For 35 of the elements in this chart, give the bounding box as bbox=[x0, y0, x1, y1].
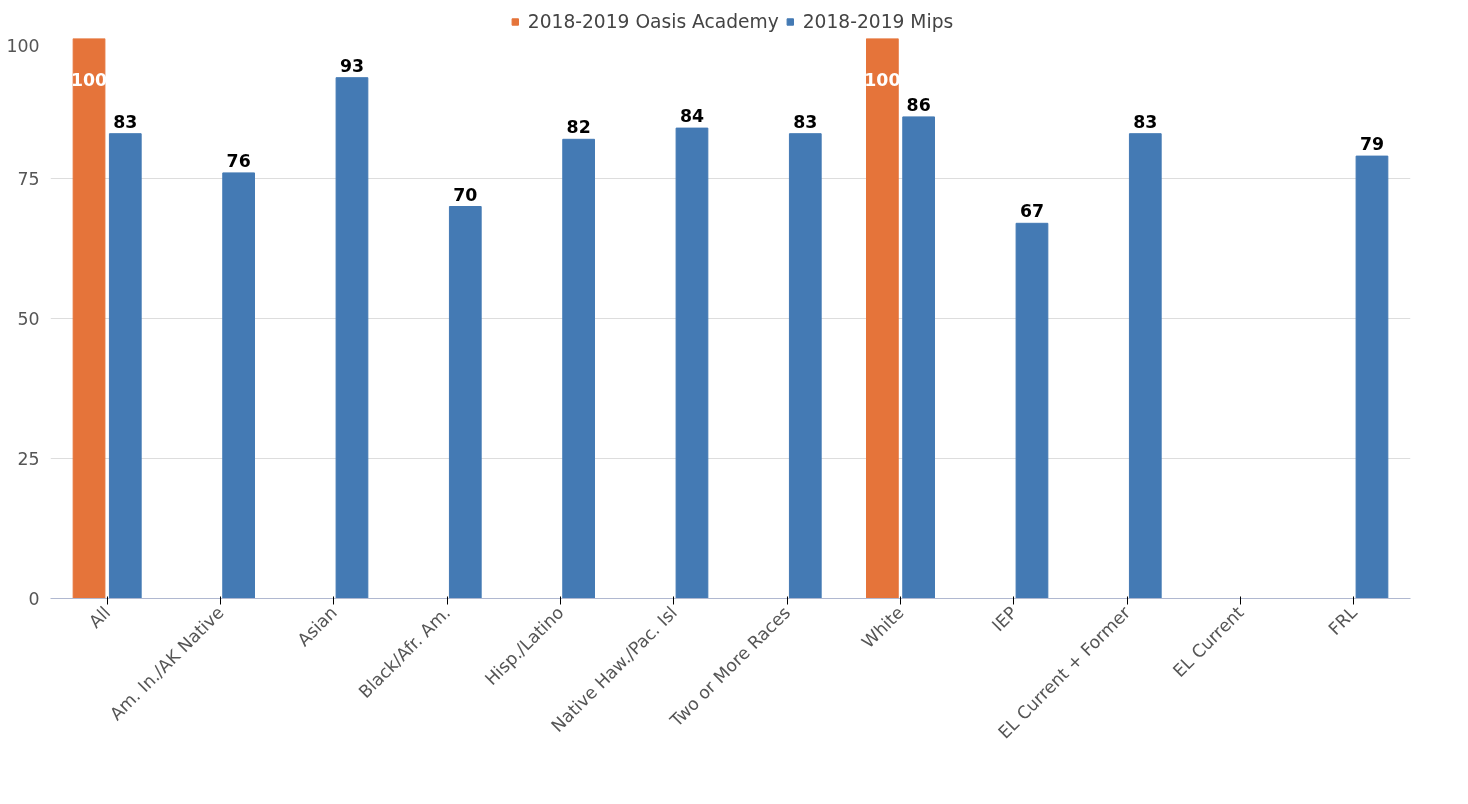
data-label: 79 bbox=[1359, 134, 1385, 155]
data-label: 70 bbox=[453, 184, 478, 205]
bar bbox=[866, 38, 899, 599]
x-tick-label: FRL bbox=[1324, 602, 1362, 639]
data-label: 83 bbox=[793, 111, 818, 132]
bar bbox=[562, 138, 595, 599]
data-label: 83 bbox=[1133, 111, 1158, 132]
bar bbox=[788, 133, 822, 599]
bar bbox=[902, 116, 935, 599]
y-tick-label: 50 bbox=[17, 309, 40, 329]
y-tick-label: 25 bbox=[17, 449, 40, 469]
bar bbox=[222, 172, 255, 599]
bar bbox=[1355, 155, 1389, 599]
data-label: 84 bbox=[679, 106, 705, 127]
y-tick-label: 0 bbox=[28, 589, 40, 609]
y-tick-label: 75 bbox=[17, 169, 40, 189]
legend-label: 2018-2019 Oasis Academy bbox=[527, 10, 779, 32]
bar bbox=[1015, 222, 1049, 599]
bar bbox=[335, 77, 369, 599]
data-label: 67 bbox=[1019, 201, 1045, 222]
data-label: 83 bbox=[113, 111, 138, 132]
x-tick-label: All bbox=[84, 602, 115, 632]
bar bbox=[675, 127, 709, 599]
data-label: 93 bbox=[339, 55, 365, 76]
bar bbox=[1128, 133, 1162, 599]
y-tick-label: 100 bbox=[6, 35, 40, 56]
legend-label: 2018-2019 Mips bbox=[802, 10, 954, 32]
bar bbox=[448, 206, 482, 599]
data-label: 100 bbox=[864, 69, 901, 90]
data-label: 82 bbox=[566, 117, 591, 138]
bar bbox=[72, 38, 106, 599]
data-label: 76 bbox=[226, 150, 251, 171]
data-label: 86 bbox=[906, 94, 931, 115]
bar bbox=[108, 133, 142, 599]
x-tick-label: IEP bbox=[988, 602, 1021, 636]
